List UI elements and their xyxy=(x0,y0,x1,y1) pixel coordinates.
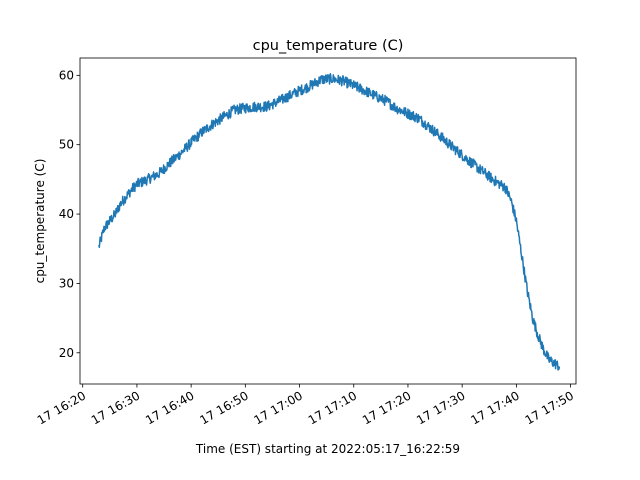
axes-frame xyxy=(79,57,577,385)
y-tick-label: 20 xyxy=(59,346,74,360)
y-tick-label: 50 xyxy=(59,138,74,152)
chart-title: cpu_temperature (C) xyxy=(253,38,404,54)
y-axis-label: cpu_temperature (C) xyxy=(33,159,47,284)
y-tick-label: 30 xyxy=(59,276,74,290)
y-tick-label: 60 xyxy=(59,68,74,82)
series-line xyxy=(98,72,561,371)
x-axis-label: Time (EST) starting at 2022:05:17_16:22:… xyxy=(195,442,460,456)
y-tick-label: 40 xyxy=(59,207,74,221)
